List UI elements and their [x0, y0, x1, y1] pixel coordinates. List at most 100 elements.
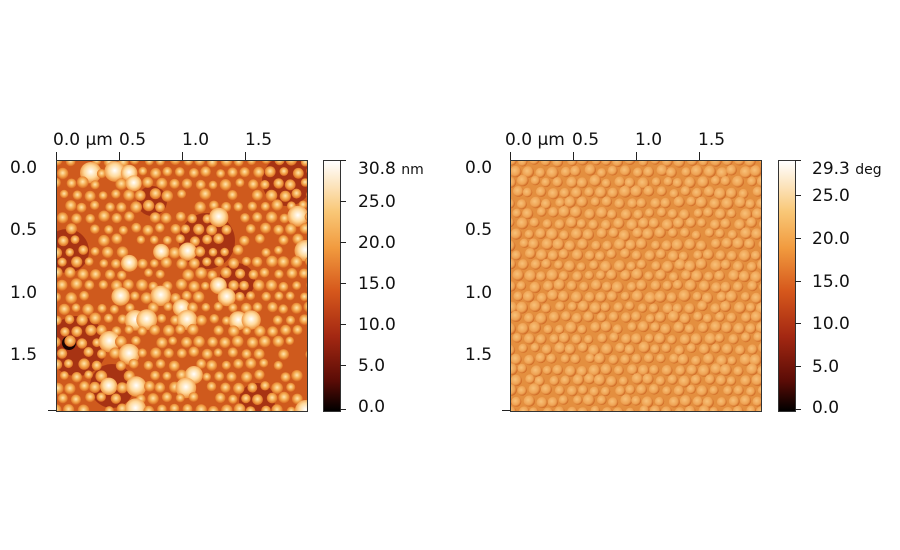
- phase-grain: [711, 282, 722, 293]
- surface-grain: [104, 406, 114, 411]
- surface-grain: [57, 279, 68, 291]
- phase-grain: [571, 228, 583, 240]
- surface-grain: [232, 244, 244, 256]
- phase-grain: [536, 249, 548, 261]
- phase-grain: [588, 219, 599, 230]
- colorbar-label: 15.0: [358, 274, 396, 294]
- phase-grain: [732, 405, 744, 411]
- colorbar-tick: [795, 160, 801, 161]
- surface-grain: [187, 213, 197, 224]
- surface-grain: [201, 348, 213, 360]
- phase-grain: [703, 353, 715, 365]
- phase-grain: [661, 365, 673, 376]
- phase-grain: [656, 186, 667, 197]
- surface-grain: [71, 303, 81, 313]
- phase-grain: [703, 207, 714, 218]
- phase-grain: [727, 250, 738, 262]
- surface-grain: [60, 327, 70, 337]
- colorbar-tick: [340, 201, 346, 202]
- surface-grain: [149, 324, 161, 336]
- phase-grain: [746, 363, 759, 376]
- surface-grain: [162, 324, 175, 337]
- surface-grain: [195, 267, 208, 280]
- phase-grain: [662, 386, 672, 396]
- phase-grain: [620, 394, 633, 407]
- phase-grain: [684, 260, 696, 273]
- phase-grain: [755, 302, 761, 315]
- phase-grain: [535, 228, 547, 239]
- surface-grain: [273, 224, 284, 236]
- phase-grain: [589, 302, 602, 314]
- phase-grain: [632, 227, 643, 239]
- phase-grain: [522, 208, 534, 220]
- surface-grain: [65, 161, 76, 167]
- phase-grain: [571, 334, 582, 345]
- phase-grain: [548, 207, 559, 218]
- surface-grain: [181, 178, 193, 190]
- phase-grain: [614, 365, 624, 376]
- phase-grain: [584, 270, 594, 280]
- phase-grain: [627, 198, 638, 209]
- surface-grain: [110, 259, 121, 269]
- phase-grain: [554, 260, 564, 270]
- phase-grain: [570, 354, 581, 365]
- phase-grain: [734, 219, 746, 231]
- phase-grain: [674, 259, 686, 271]
- surface-grain: [213, 325, 224, 336]
- surface-grain: [189, 236, 200, 247]
- phase-grain: [577, 177, 588, 189]
- phase-grain: [650, 198, 661, 209]
- surface-grain: [233, 382, 245, 395]
- colorbar-unit: deg: [855, 162, 882, 178]
- phase-grain: [662, 260, 674, 273]
- surface-grain: [267, 302, 278, 313]
- phase-grain: [577, 324, 587, 335]
- phase-grain: [656, 353, 666, 364]
- surface-grain: [254, 369, 265, 380]
- phase-grain: [566, 216, 578, 229]
- surface-grain: [57, 337, 61, 348]
- surface-grain: [274, 269, 284, 279]
- phase-grain: [654, 333, 666, 345]
- phase-grain: [600, 260, 612, 273]
- phase-grain: [511, 323, 516, 335]
- surface-grain: [89, 381, 101, 393]
- phase-grain: [698, 405, 711, 411]
- surface-grain: [57, 267, 63, 279]
- phase-grain: [582, 229, 594, 241]
- surface-grain: [306, 282, 307, 288]
- phase-grain: [686, 364, 698, 376]
- phase-grain: [619, 185, 632, 198]
- phase-grain: [516, 281, 527, 291]
- phase-grain: [607, 165, 618, 176]
- x-tick-mark: [245, 152, 246, 160]
- phase-grain: [601, 343, 613, 355]
- phase-grain: [684, 279, 697, 292]
- phase-grain: [756, 322, 761, 333]
- phase-grain: [620, 165, 631, 177]
- surface-grain: [82, 303, 94, 316]
- phase-grain: [613, 260, 626, 272]
- surface-grain: [207, 270, 218, 281]
- phase-grain: [751, 292, 761, 304]
- phase-grain: [692, 396, 704, 407]
- phase-grain: [723, 385, 733, 396]
- surface-grain: [136, 309, 158, 331]
- phase-grain: [583, 394, 595, 406]
- phase-grain: [596, 270, 606, 280]
- surface-grain: [221, 360, 231, 370]
- surface-grain: [134, 190, 146, 201]
- phase-grain: [702, 396, 714, 408]
- surface-grain: [260, 222, 271, 234]
- phase-grain: [637, 303, 648, 313]
- surface-grain: [291, 188, 302, 199]
- phase-grain: [600, 321, 612, 333]
- surface-grain: [245, 358, 257, 369]
- phase-grain: [555, 301, 566, 312]
- phase-grain: [722, 407, 734, 411]
- phase-grain: [549, 334, 560, 344]
- phase-grain: [633, 167, 643, 178]
- phase-grain: [552, 177, 563, 188]
- phase-grain: [710, 219, 721, 230]
- phase-grain: [648, 217, 660, 229]
